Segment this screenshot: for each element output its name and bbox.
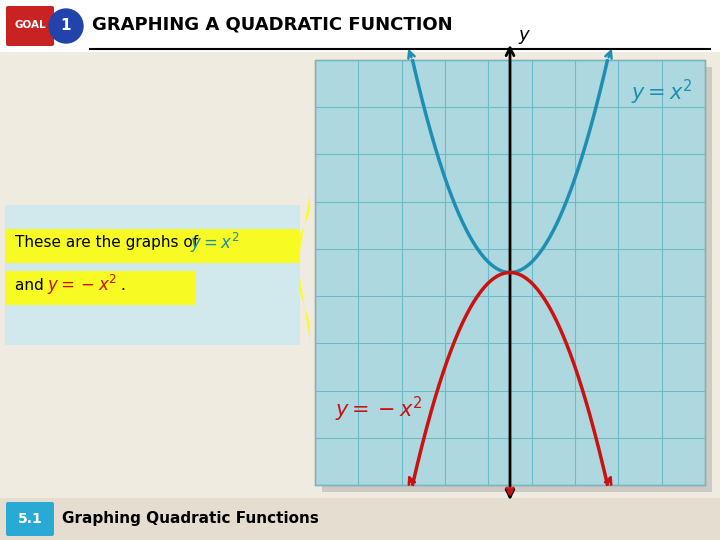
Text: These are the graphs of: These are the graphs of [15, 235, 198, 251]
Text: y: y [518, 26, 528, 44]
Circle shape [49, 9, 83, 43]
Bar [322, 67, 712, 492]
Text: $y= -x^2$: $y= -x^2$ [335, 395, 423, 424]
Text: GOAL: GOAL [14, 20, 46, 30]
Polygon shape [300, 277, 310, 342]
Text: $y= x^2$: $y= x^2$ [631, 78, 693, 107]
Text: 1: 1 [60, 18, 71, 33]
Text: 5.1: 5.1 [17, 512, 42, 526]
Bar [5, 271, 195, 305]
Text: GRAPHING A QUADRATIC FUNCTION: GRAPHING A QUADRATIC FUNCTION [92, 16, 453, 34]
FancyBboxPatch shape [6, 502, 54, 536]
Bar [0, 0, 720, 52]
Text: and: and [15, 278, 49, 293]
Bar [0, 498, 720, 540]
Bar [315, 60, 705, 485]
FancyBboxPatch shape [6, 6, 54, 46]
Text: Graphing Quadratic Functions: Graphing Quadratic Functions [62, 511, 319, 526]
Text: $y = x^2$: $y = x^2$ [190, 231, 240, 255]
Bar [5, 229, 300, 263]
Text: .: . [120, 278, 125, 293]
Bar [5, 205, 300, 345]
Polygon shape [300, 192, 310, 251]
Text: $y = -x^2$: $y = -x^2$ [47, 273, 117, 297]
